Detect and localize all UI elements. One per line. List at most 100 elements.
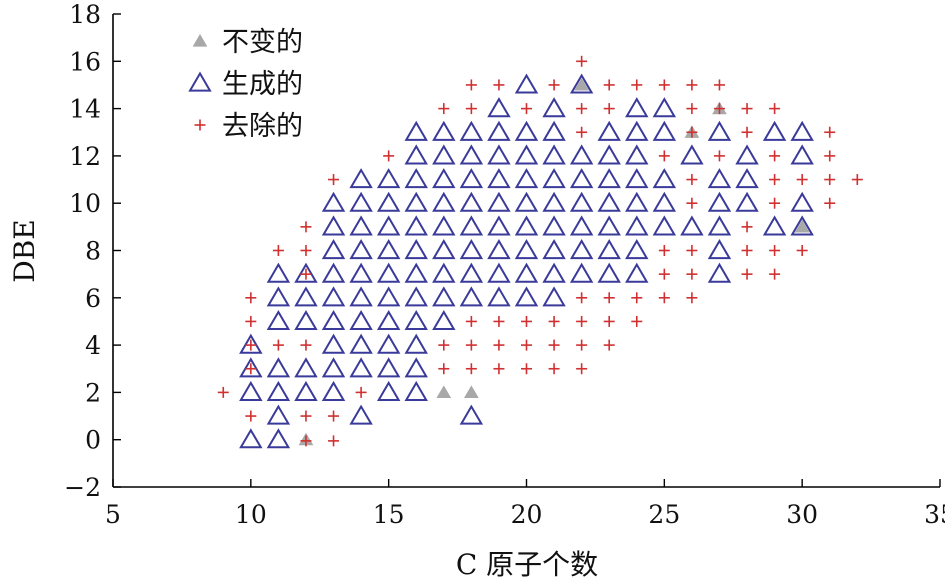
- data-point: [707, 168, 732, 189]
- data-point: [625, 97, 649, 118]
- data-point: [548, 363, 560, 375]
- data-point: [438, 339, 450, 351]
- data-point: [493, 79, 505, 91]
- data-point: [438, 363, 450, 375]
- data-point: [569, 215, 594, 236]
- data-point: [625, 144, 649, 165]
- data-point: [266, 428, 291, 449]
- data-point: [713, 150, 725, 162]
- data-point: [376, 239, 401, 260]
- data-point: [625, 120, 649, 141]
- data-point: [266, 262, 291, 283]
- data-point: [713, 79, 725, 91]
- data-point: [349, 309, 373, 331]
- legend-label: 去除的: [222, 111, 303, 142]
- y-tick-label: 2: [85, 378, 101, 407]
- data-point: [625, 215, 649, 236]
- data-point: [521, 363, 532, 375]
- data-point: [432, 262, 456, 283]
- data-point: [383, 150, 395, 162]
- data-point: [321, 286, 346, 307]
- data-point: [824, 197, 836, 209]
- data-point: [769, 245, 781, 256]
- x-tick-label: 10: [235, 500, 267, 529]
- data-point: [404, 357, 428, 378]
- data-point: [432, 286, 456, 307]
- legend-marker: [192, 34, 208, 47]
- data-point: [769, 197, 781, 209]
- data-point: [487, 239, 511, 260]
- data-point: [603, 292, 615, 304]
- data-point: [487, 97, 511, 118]
- data-point: [576, 126, 588, 138]
- y-tick-label: 12: [69, 142, 101, 171]
- data-point: [239, 380, 263, 401]
- data-point: [493, 339, 505, 351]
- data-point: [707, 191, 732, 212]
- data-point: [652, 191, 677, 212]
- data-point: [680, 144, 704, 165]
- y-tick-label: 10: [69, 189, 101, 218]
- legend-marker: [188, 71, 212, 92]
- data-point: [300, 435, 312, 447]
- data-point: [349, 191, 373, 212]
- data-point: [294, 380, 318, 401]
- data-point: [597, 120, 621, 141]
- data-point: [321, 262, 346, 283]
- data-point: [272, 339, 284, 351]
- data-point: [603, 315, 615, 327]
- data-point: [328, 435, 340, 447]
- data-point: [542, 262, 566, 283]
- data-point: [652, 215, 677, 236]
- data-point: [328, 410, 340, 422]
- data-point: [769, 103, 781, 115]
- data-point: [245, 339, 257, 351]
- data-point: [404, 380, 428, 401]
- data-point: [514, 215, 539, 236]
- data-point: [404, 215, 428, 236]
- x-tick-label: 20: [511, 500, 543, 529]
- data-point: [266, 404, 291, 425]
- data-point: [762, 215, 787, 236]
- data-point: [542, 286, 566, 307]
- data-point: [542, 120, 566, 141]
- data-point: [487, 262, 511, 283]
- data-point: [569, 168, 594, 189]
- data-point: [658, 245, 670, 256]
- data-point: [686, 268, 698, 280]
- data-point: [321, 191, 346, 212]
- data-point: [631, 315, 643, 327]
- data-point: [376, 333, 401, 354]
- y-tick-label: 18: [69, 0, 101, 29]
- data-point: [851, 174, 863, 186]
- data-point: [542, 239, 566, 260]
- data-point: [790, 191, 814, 212]
- data-point: [465, 339, 477, 351]
- data-point: [542, 144, 566, 165]
- data-point: [376, 191, 401, 212]
- data-point: [404, 286, 428, 307]
- data-point: [487, 286, 511, 307]
- data-point: [548, 79, 560, 91]
- data-point: [404, 191, 428, 212]
- data-point: [631, 292, 643, 304]
- data-point: [576, 103, 588, 115]
- data-point: [404, 309, 428, 331]
- data-point: [514, 168, 539, 189]
- data-point: [266, 357, 291, 378]
- data-point: [328, 174, 340, 186]
- data-point: [266, 309, 291, 331]
- series-filled-triangle: [298, 77, 810, 446]
- data-point: [349, 286, 373, 307]
- data-point: [707, 239, 732, 260]
- data-point: [436, 385, 452, 398]
- data-point: [239, 428, 263, 449]
- legend-marker: [194, 119, 206, 131]
- data-point: [349, 357, 373, 378]
- data-point: [707, 120, 732, 141]
- data-point: [432, 239, 456, 260]
- data-point: [300, 268, 312, 280]
- data-point: [432, 144, 456, 165]
- data-point: [713, 103, 725, 115]
